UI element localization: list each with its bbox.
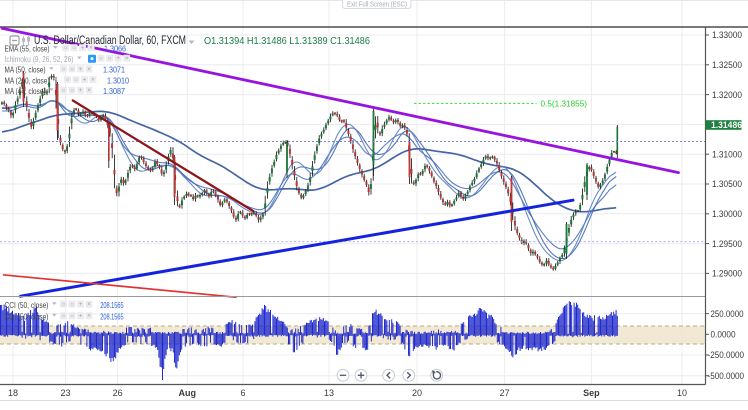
svg-text:×: × [125,56,129,62]
svg-text:208.1565: 208.1565 [100,312,124,321]
svg-text:○: ○ [70,314,74,320]
svg-text:○: ○ [99,56,103,62]
svg-text:1.29500: 1.29500 [712,239,742,249]
svg-text:+: + [81,46,85,52]
svg-text:1.3010: 1.3010 [107,76,129,85]
svg-text:CCI (50, close): CCI (50, close) [5,312,49,321]
svg-text:×: × [87,67,91,73]
svg-text:+: + [116,56,120,62]
svg-text:○: ○ [62,314,66,320]
svg-text:○: ○ [70,67,74,73]
svg-text:-500.0000: -500.0000 [708,371,745,381]
svg-text:+: + [79,88,83,94]
svg-text:0.0000: 0.0000 [711,330,736,340]
svg-text:1.3071: 1.3071 [103,66,125,75]
svg-text:×: × [91,78,95,84]
svg-text:○: ○ [62,67,66,73]
svg-text:+: + [79,67,83,73]
svg-text:CCI (50, close): CCI (50, close) [5,301,49,310]
svg-text:×: × [87,314,91,320]
svg-text:○: ○ [66,78,70,84]
svg-text:1.3066: 1.3066 [104,45,126,54]
svg-text:O1.31394 H1.31486 L1.31389 C1.: O1.31394 H1.31486 L1.31389 C1.31486 [204,36,370,47]
svg-text:27: 27 [500,388,510,398]
svg-text:Exit Full Screen (ESC): Exit Full Screen (ESC) [347,0,407,8]
svg-text:1.3087: 1.3087 [103,87,125,96]
svg-text:13: 13 [324,388,334,398]
svg-text:208.1565: 208.1565 [100,301,124,310]
svg-text:23: 23 [60,388,70,398]
svg-text:×: × [87,88,91,94]
svg-text:-250.0000: -250.0000 [708,350,745,360]
svg-text:6: 6 [240,388,245,398]
svg-text:1.31000: 1.31000 [712,149,742,159]
svg-text:1.29000: 1.29000 [712,269,742,279]
svg-text:○: ○ [108,56,112,62]
svg-text:Ichimoku (9, 26, 52, 26): Ichimoku (9, 26, 52, 26) [5,55,74,64]
svg-text:1.30000: 1.30000 [712,209,742,219]
svg-text:1.33000: 1.33000 [712,30,742,40]
svg-text:250.0000: 250.0000 [711,309,744,319]
svg-text:1.30500: 1.30500 [712,179,742,189]
svg-text:Sep: Sep [583,388,600,398]
svg-text:MA (44, close): MA (44, close) [5,87,46,96]
svg-text:○: ○ [74,78,78,84]
svg-text:EMA (55, close): EMA (55, close) [5,45,50,54]
svg-text:+: + [83,78,87,84]
svg-text:20: 20 [412,388,422,398]
svg-text:0.5(1.31855): 0.5(1.31855) [541,99,588,109]
svg-text:MA (200, close): MA (200, close) [5,76,50,85]
svg-text:MA (50, close): MA (50, close) [5,66,46,75]
svg-text:×: × [89,46,93,52]
svg-text:○: ○ [62,302,66,308]
svg-text:1.32000: 1.32000 [712,90,742,100]
svg-text:○: ○ [72,46,76,52]
svg-text:+: + [79,302,83,308]
svg-text:○: ○ [64,46,68,52]
svg-text:26: 26 [113,388,123,398]
svg-text:+: + [79,314,83,320]
svg-text:1.31486: 1.31486 [711,120,742,130]
svg-text:10: 10 [677,388,687,398]
svg-text:○: ○ [70,302,74,308]
svg-text:Aug: Aug [179,388,197,398]
svg-text:1.32500: 1.32500 [712,60,742,70]
svg-text:18: 18 [8,388,18,398]
svg-text:○: ○ [70,88,74,94]
svg-text:○: ○ [62,88,66,94]
svg-text:×: × [87,302,91,308]
svg-text:U.S. Dollar/Canadian Dollar, 6: U.S. Dollar/Canadian Dollar, 60, FXCM [34,35,186,47]
